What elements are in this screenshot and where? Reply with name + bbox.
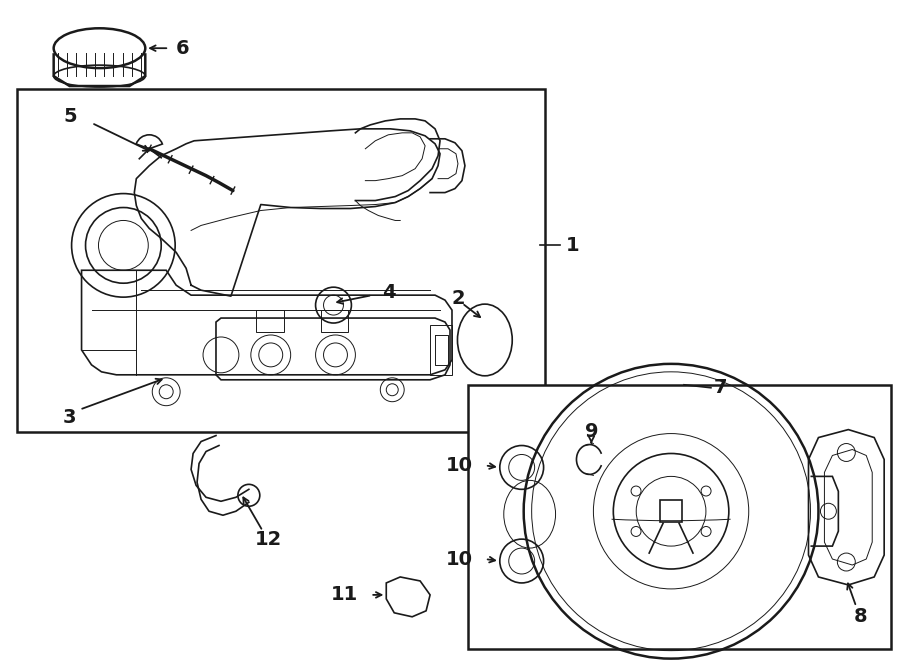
Text: 4: 4	[382, 283, 396, 302]
Text: 10: 10	[446, 549, 472, 569]
Bar	[256, 310, 284, 332]
Text: 3: 3	[63, 408, 76, 427]
Ellipse shape	[54, 28, 145, 68]
Text: 2: 2	[451, 289, 464, 308]
Text: 6: 6	[176, 38, 190, 58]
Text: 10: 10	[446, 456, 472, 475]
Text: 7: 7	[714, 378, 727, 397]
Text: 12: 12	[255, 530, 283, 549]
Bar	[17, 89, 544, 432]
Text: 8: 8	[853, 607, 867, 626]
Bar	[430, 325, 452, 375]
Text: 9: 9	[585, 422, 598, 441]
Text: 1: 1	[565, 236, 579, 255]
Text: 5: 5	[63, 107, 76, 126]
Text: 11: 11	[331, 585, 358, 604]
Bar	[468, 385, 891, 649]
Bar	[320, 310, 348, 332]
